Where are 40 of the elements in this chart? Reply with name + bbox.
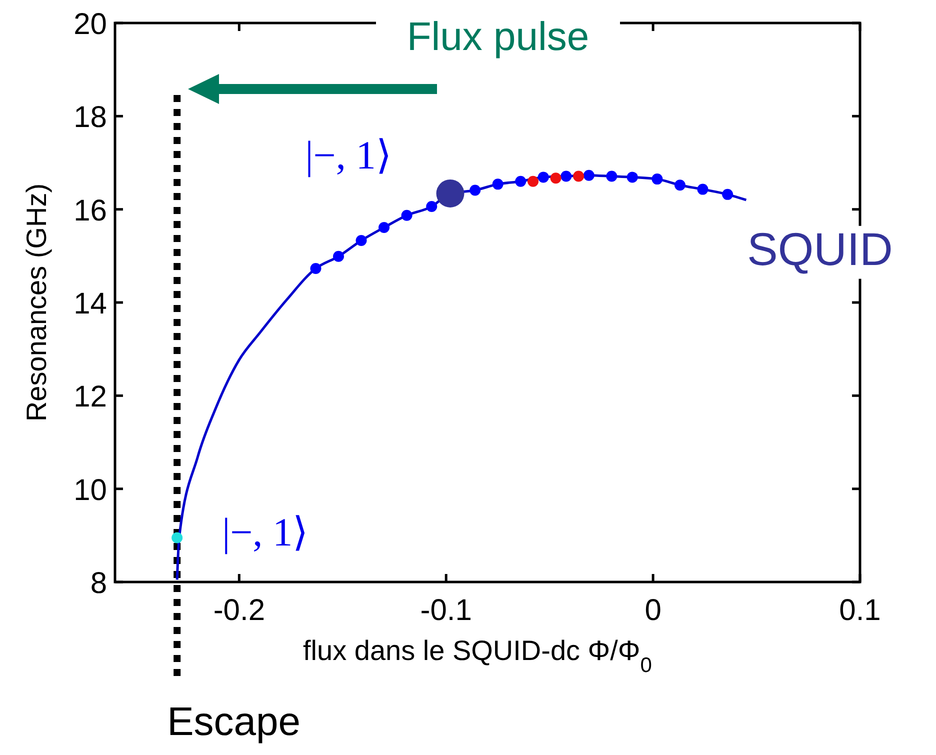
x-tick-label: -0.1	[420, 594, 472, 627]
point	[697, 184, 708, 195]
x-tick-label: 0.1	[839, 594, 881, 627]
point	[560, 170, 572, 182]
point	[550, 172, 562, 184]
point	[583, 170, 594, 181]
x-axis-title: flux dans le SQUID-dc Φ/Φ$_{0}$	[303, 635, 652, 676]
point	[515, 176, 526, 187]
point	[401, 210, 412, 221]
y-tick-label: 14	[74, 288, 107, 320]
y-tick-label: 10	[74, 474, 107, 507]
point	[426, 201, 438, 212]
point	[492, 178, 504, 190]
annotation: SQUID	[747, 223, 893, 275]
y-axis-title: Resonances (GHz)	[21, 183, 52, 422]
y-tick-label: 16	[74, 194, 107, 228]
point	[333, 250, 344, 262]
point	[310, 262, 322, 274]
y-tick-label: 20	[74, 8, 107, 41]
point	[722, 188, 734, 200]
point	[652, 174, 663, 185]
annotation: |−, 1⟩	[305, 132, 392, 178]
point	[538, 172, 549, 183]
x-tick-label: -0.2	[213, 594, 266, 627]
point	[674, 180, 686, 191]
annotation: |−, 1⟩	[222, 510, 309, 555]
point	[626, 172, 638, 183]
point	[470, 184, 481, 196]
y-tick-label: 18	[74, 101, 107, 134]
x-tick-label: 0	[644, 594, 662, 627]
point	[528, 176, 539, 187]
y-tick-label: 12	[74, 380, 107, 414]
point	[606, 170, 618, 182]
y-tick-label: 8	[90, 567, 107, 600]
ref-line-label: Escape	[167, 700, 301, 744]
point	[378, 222, 390, 233]
point	[573, 170, 584, 182]
annotation: Flux pulse	[406, 15, 590, 59]
point	[172, 532, 183, 544]
point	[356, 235, 367, 246]
